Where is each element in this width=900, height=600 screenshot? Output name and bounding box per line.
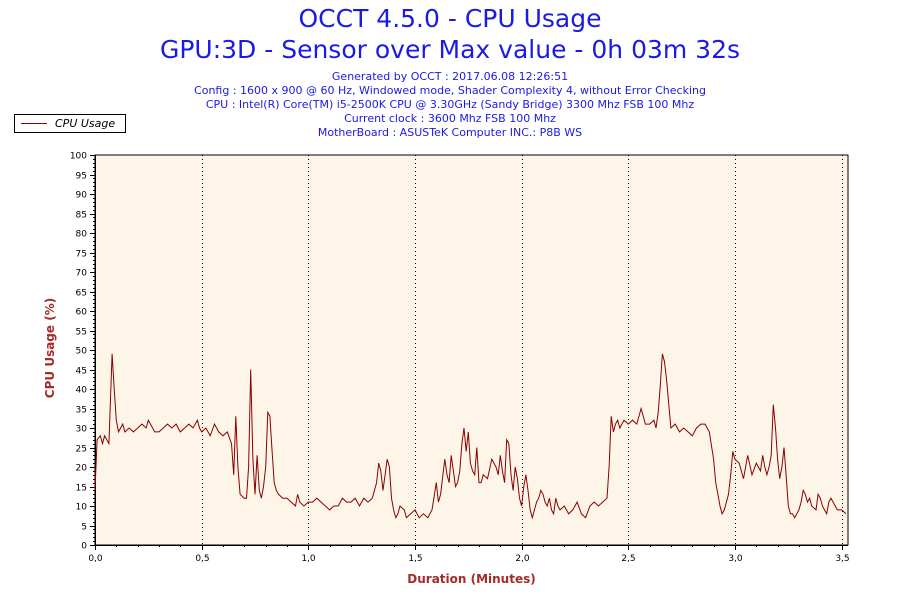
series-line-cpu-usage (94, 353, 847, 520)
y-tick-label: 45 (76, 367, 87, 377)
plot-area (94, 154, 849, 546)
legend-label: CPU Usage (55, 117, 116, 130)
y-tick-label: 70 (76, 269, 88, 279)
x-tick-label: 2,0 (515, 554, 530, 564)
y-tick-label: 40 (76, 386, 88, 396)
y-tick-label: 30 (76, 425, 88, 435)
y-tick-label: 25 (76, 445, 87, 455)
y-tick-label: 75 (76, 250, 87, 260)
info-config: Config : 1600 x 900 @ 60 Hz, Windowed mo… (194, 84, 706, 97)
x-tick-label: 0,5 (195, 554, 209, 564)
legend-swatch (21, 123, 47, 124)
y-tick-label: 85 (76, 211, 87, 221)
y-tick-label: 20 (76, 464, 88, 474)
y-tick-label: 60 (76, 308, 88, 318)
info-motherboard: MotherBoard : ASUSTeK Computer INC.: P8B… (317, 126, 583, 139)
y-tick-label: 100 (70, 152, 87, 162)
x-tick-label: 1,0 (301, 554, 316, 564)
y-tick-label: 65 (76, 289, 87, 299)
y-tick-label: 50 (76, 347, 88, 357)
chart-title: OCCT 4.5.0 - CPU Usage (298, 4, 602, 33)
y-tick-label: 35 (76, 406, 87, 416)
y-axis-ticks: 0 5 10 15 20 25 30 35 40 45 50 55 60 65 70 75 80 85 90 95 10… (70, 152, 95, 552)
x-tick-label: 0,0 (88, 554, 103, 564)
grid-lines (202, 155, 843, 545)
x-tick-label: 1,5 (408, 554, 422, 564)
y-axis-label: CPU Usage (%) (43, 298, 57, 398)
y-tick-label: 95 (76, 172, 87, 182)
info-cpu: CPU : Intel(R) Core(TM) i5-2500K CPU @ 3… (205, 98, 695, 111)
x-axis-ticks: 0,0 0,5 1,0 1,5 2,0 2,5 3,0 3,5 (88, 545, 850, 564)
x-tick-label: 3,0 (728, 554, 743, 564)
chart-subtitle: GPU:3D - Sensor over Max value - 0h 03m … (159, 35, 741, 64)
y-tick-label: 10 (76, 503, 88, 513)
y-tick-label: 0 (81, 542, 87, 552)
y-tick-label: 90 (76, 191, 88, 201)
x-tick-label: 3,5 (835, 554, 849, 564)
chart-legend: CPU Usage (14, 114, 126, 133)
y-tick-label: 15 (76, 484, 87, 494)
y-tick-label: 80 (76, 230, 88, 240)
info-clock: Current clock : 3600 Mhz FSB 100 Mhz (344, 112, 556, 125)
info-generated: Generated by OCCT : 2017.06.08 12:26:51 (331, 70, 569, 83)
x-tick-label: 2,5 (621, 554, 635, 564)
y-tick-label: 55 (76, 328, 87, 338)
x-axis-label: Duration (Minutes) (407, 572, 535, 586)
y-tick-label: 5 (81, 523, 87, 533)
